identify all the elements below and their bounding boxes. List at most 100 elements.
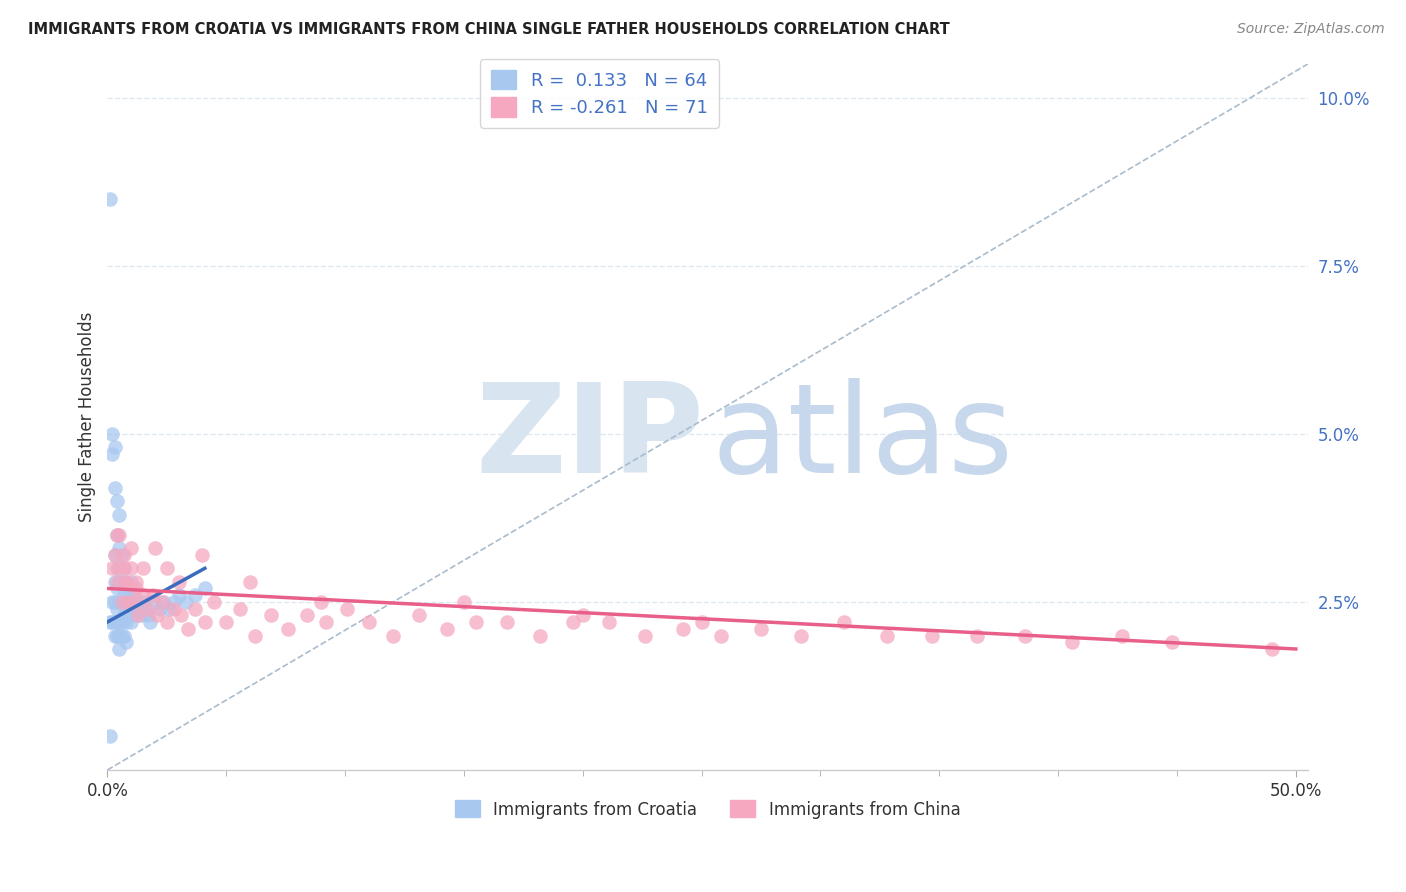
Point	[167, 588, 190, 602]
Point	[408, 608, 430, 623]
Point	[101, 426, 124, 441]
Text: atlas: atlas	[711, 377, 1014, 499]
Text: ZIP: ZIP	[475, 377, 704, 499]
Point	[105, 582, 128, 596]
Point	[150, 595, 173, 609]
Point	[562, 615, 585, 629]
Point	[108, 561, 131, 575]
Point	[436, 622, 458, 636]
Point	[111, 595, 134, 609]
Point	[103, 548, 125, 562]
Point	[202, 595, 225, 609]
Point	[108, 508, 131, 522]
Point	[98, 730, 121, 744]
Point	[111, 548, 134, 562]
Point	[108, 527, 131, 541]
Point	[633, 628, 655, 642]
Point	[115, 574, 138, 589]
Point	[136, 601, 159, 615]
Point	[921, 628, 943, 642]
Point	[108, 574, 131, 589]
Point	[194, 615, 217, 629]
Point	[832, 615, 855, 629]
Point	[311, 595, 333, 609]
Point	[790, 628, 813, 642]
Point	[177, 622, 200, 636]
Point	[146, 608, 169, 623]
Point	[184, 588, 207, 602]
Point	[108, 615, 131, 629]
Point	[134, 601, 156, 615]
Point	[243, 628, 266, 642]
Point	[163, 601, 186, 615]
Point	[108, 628, 131, 642]
Point	[174, 595, 197, 609]
Point	[149, 601, 172, 615]
Point	[184, 601, 207, 615]
Point	[194, 582, 217, 596]
Point	[529, 628, 551, 642]
Point	[239, 574, 262, 589]
Point	[215, 615, 238, 629]
Point	[120, 595, 142, 609]
Point	[143, 595, 166, 609]
Point	[120, 615, 142, 629]
Point	[103, 481, 125, 495]
Point	[141, 588, 163, 602]
Point	[598, 615, 620, 629]
Point	[139, 615, 162, 629]
Point	[105, 527, 128, 541]
Point	[105, 615, 128, 629]
Point	[156, 615, 179, 629]
Point	[108, 541, 131, 555]
Point	[357, 615, 380, 629]
Point	[98, 192, 121, 206]
Point	[495, 615, 517, 629]
Point	[453, 595, 475, 609]
Point	[1261, 642, 1284, 657]
Point	[103, 615, 125, 629]
Point	[125, 595, 148, 609]
Point	[277, 622, 299, 636]
Point	[105, 494, 128, 508]
Point	[671, 622, 693, 636]
Point	[115, 574, 138, 589]
Point	[105, 527, 128, 541]
Point	[156, 561, 179, 575]
Point	[105, 601, 128, 615]
Point	[115, 595, 138, 609]
Point	[118, 608, 141, 623]
Point	[125, 574, 148, 589]
Point	[111, 595, 134, 609]
Point	[136, 608, 159, 623]
Point	[125, 582, 148, 596]
Point	[157, 601, 180, 615]
Point	[127, 601, 149, 615]
Point	[103, 440, 125, 454]
Point	[132, 561, 155, 575]
Point	[101, 447, 124, 461]
Point	[690, 615, 713, 629]
Point	[381, 628, 404, 642]
Point	[115, 635, 138, 649]
Point	[112, 608, 135, 623]
Point	[127, 608, 149, 623]
Point	[464, 615, 486, 629]
Point	[103, 595, 125, 609]
Point	[112, 588, 135, 602]
Point	[122, 595, 145, 609]
Point	[103, 628, 125, 642]
Point	[132, 595, 155, 609]
Point	[571, 608, 593, 623]
Point	[163, 595, 186, 609]
Point	[1111, 628, 1133, 642]
Point	[101, 595, 124, 609]
Point	[101, 615, 124, 629]
Point	[167, 574, 190, 589]
Point	[120, 541, 142, 555]
Point	[260, 608, 283, 623]
Point	[129, 608, 152, 623]
Point	[105, 561, 128, 575]
Point	[876, 628, 898, 642]
Point	[749, 622, 772, 636]
